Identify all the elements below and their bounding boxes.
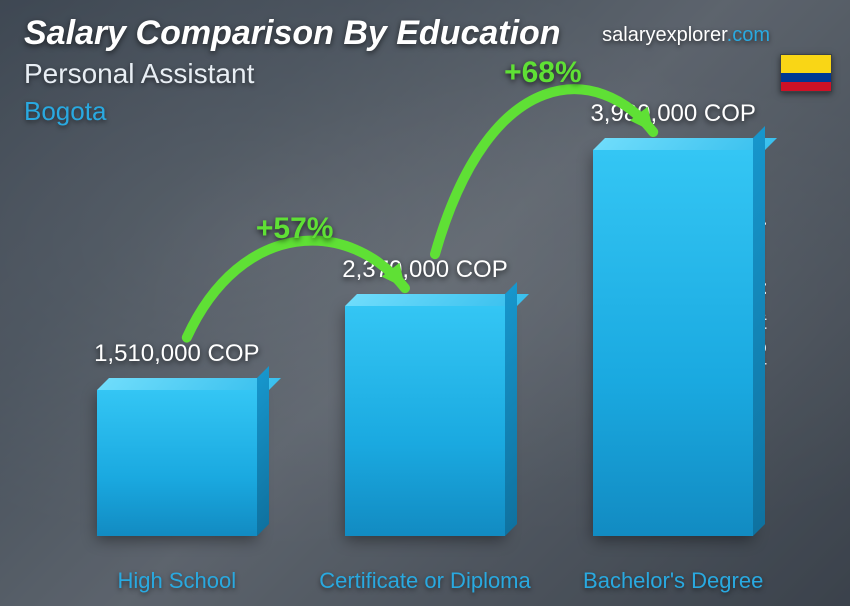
chart-canvas: Salary Comparison By Education Personal … [0,0,850,606]
increase-arrow [60,30,790,556]
plot-area: 1,510,000 COPHigh School2,370,000 COPCer… [60,150,790,536]
x-category-label: High School [67,568,287,594]
increase-pct-label: +68% [504,56,582,90]
x-category-label: Certificate or Diploma [315,568,535,594]
x-category-label: Bachelor's Degree [563,568,783,594]
